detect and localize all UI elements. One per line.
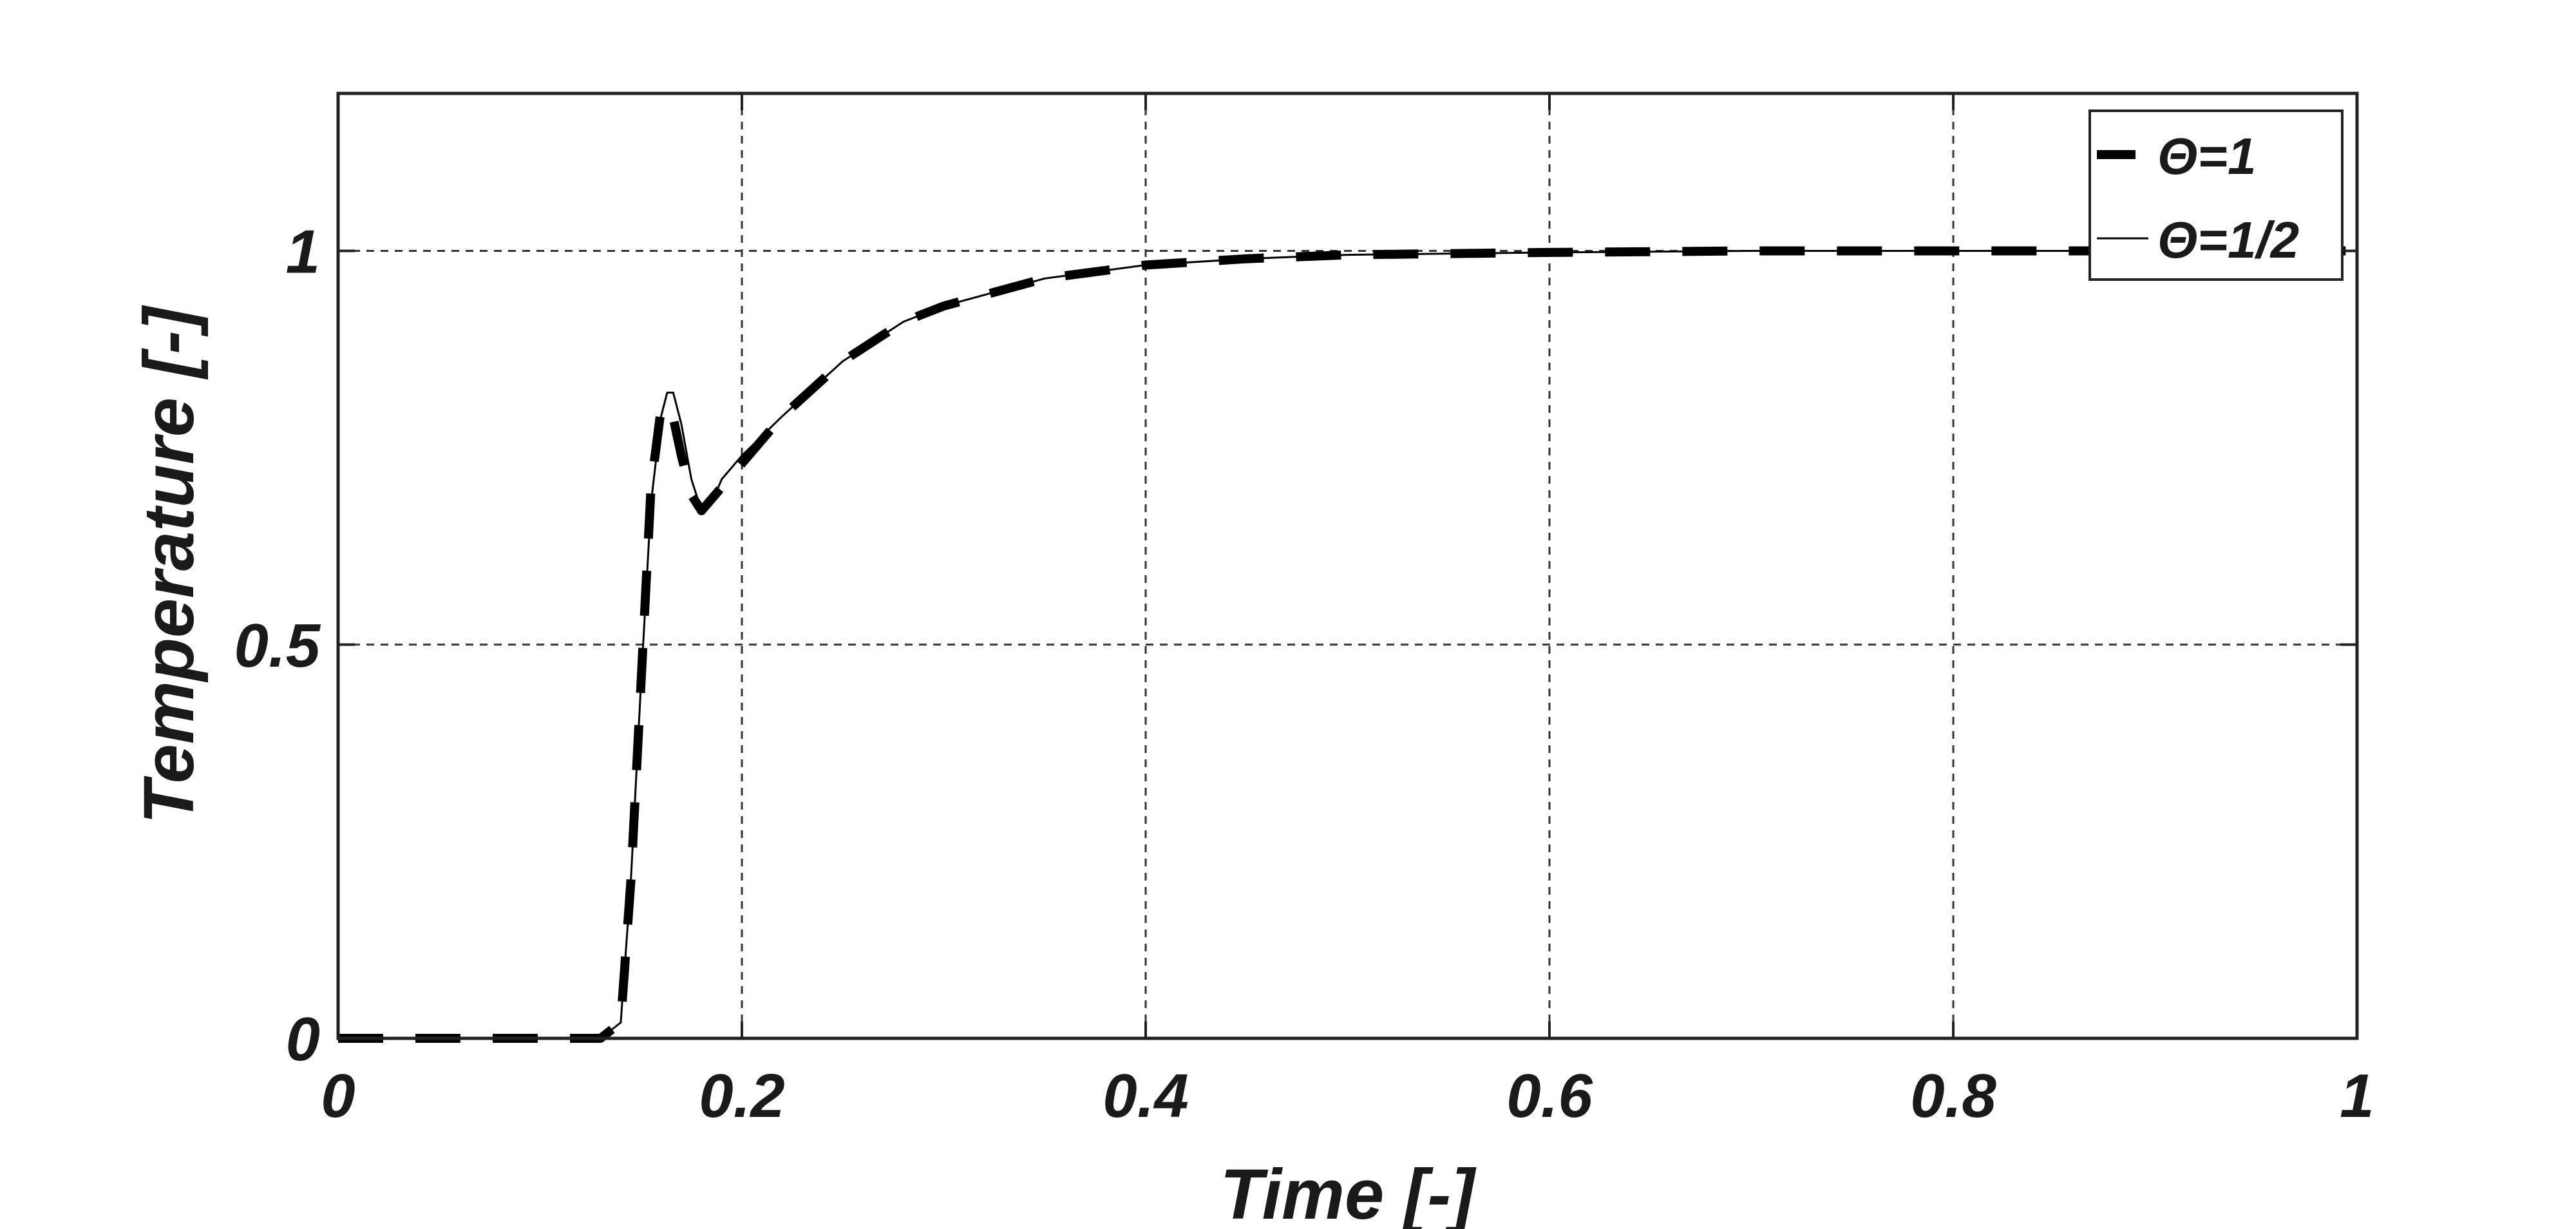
legend-label-theta-1: Θ=1 (2157, 128, 2256, 185)
axis-ticks (337, 93, 2358, 1040)
series-line-1 (338, 250, 2357, 1040)
plot-frame (336, 91, 2359, 1040)
x-tick-label: 0.8 (1910, 1062, 1996, 1130)
y-tick-label: 1 (286, 218, 320, 287)
y-tick-labels: 00.51 (234, 218, 321, 1074)
x-tick-label: 0.4 (1103, 1062, 1188, 1130)
plot-area (338, 93, 2357, 1038)
y-tick-label: 0.5 (234, 611, 321, 680)
series-layer (338, 246, 2357, 1043)
x-tick-label: 0 (321, 1062, 355, 1130)
y-tick-label: 0 (286, 1005, 320, 1074)
x-axis-label: Time [-] (1220, 1155, 1477, 1229)
legend: Θ=1 Θ=1/2 (2088, 110, 2344, 281)
x-tick-label: 1 (2340, 1062, 2374, 1130)
y-axis-label: Temperature [-] (129, 305, 209, 824)
legend-box (2088, 110, 2344, 281)
x-tick-label: 0.2 (699, 1062, 784, 1130)
legend-label-theta-half: Θ=1/2 (2157, 211, 2299, 269)
x-tick-labels: 0 0.2 0.4 0.6 0.8 1 (321, 1062, 2374, 1130)
x-tick-label: 0.6 (1506, 1062, 1593, 1130)
